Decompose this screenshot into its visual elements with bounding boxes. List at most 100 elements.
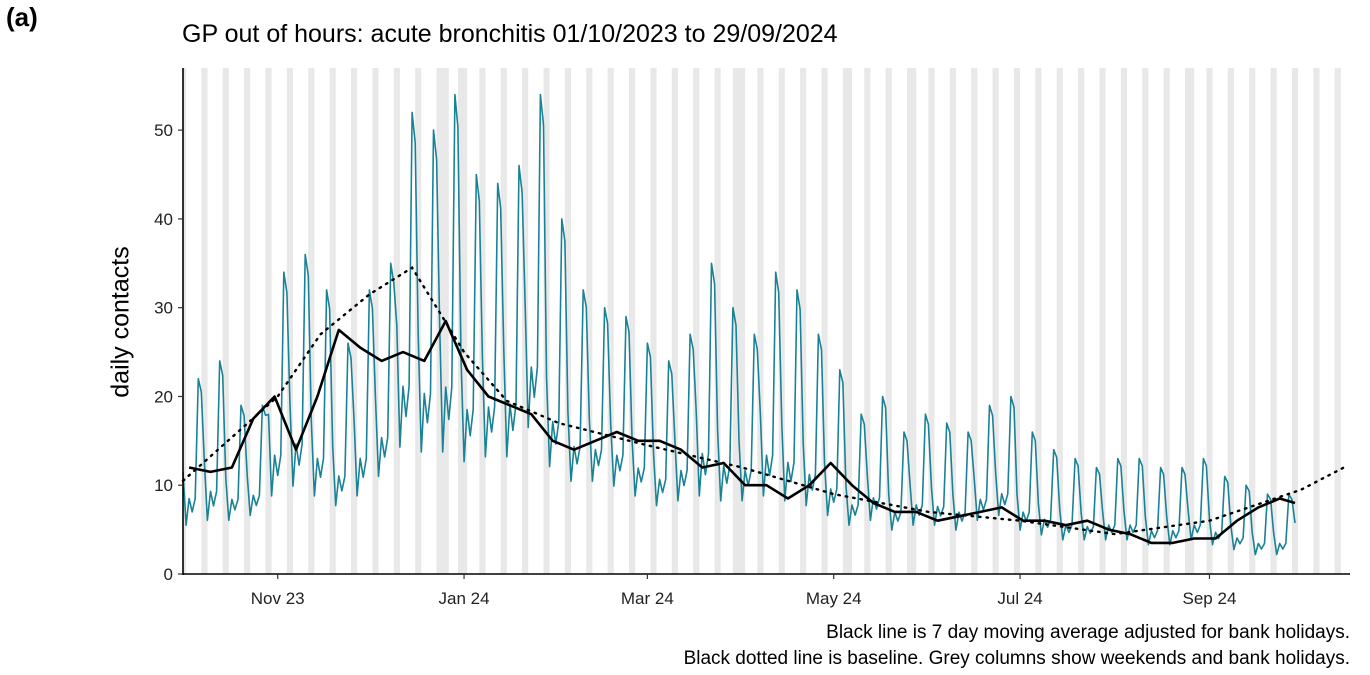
weekend-column (1166, 68, 1170, 574)
weekend-column (461, 68, 465, 574)
weekend-column (1102, 68, 1106, 574)
weekend-column (1013, 68, 1018, 574)
weekend-column (800, 68, 804, 574)
weekend-column (375, 68, 379, 574)
chart-title: GP out of hours: acute bronchitis 01/10/… (182, 20, 838, 48)
weekend-column (885, 68, 889, 574)
weekend-column (445, 68, 449, 574)
x-tick-label: Sep 24 (1183, 589, 1237, 608)
weekend-column (913, 68, 917, 574)
weekend-column (222, 68, 226, 574)
weekend-column (439, 68, 443, 574)
panel-label: (a) (6, 2, 38, 32)
weekend-column (760, 68, 764, 574)
x-tick-label: Jul 24 (997, 589, 1042, 608)
moving-average-line (188, 319, 1296, 545)
daily-series (182, 93, 1296, 556)
weekend-column (1230, 68, 1234, 574)
weekend-column (1120, 68, 1124, 574)
axes: 0 10 20 30 40 50 Nov 23 Jan 24 Mar 24 May 24 Jul 2… (154, 68, 1350, 608)
weekend-column (867, 68, 871, 574)
x-tick-label: May 24 (806, 589, 862, 608)
weekend-column (848, 68, 853, 574)
weekend-column (436, 68, 440, 574)
weekend-column (803, 68, 807, 574)
weekend-column (543, 68, 547, 574)
weekend-column (1035, 68, 1039, 574)
y-tick-label: 0 (164, 565, 173, 584)
weekend-column (457, 68, 462, 574)
weekend-column (781, 68, 785, 574)
weekend-column (183, 68, 187, 574)
weekend-column (1123, 68, 1127, 574)
x-tick-label: Jan 24 (439, 589, 490, 608)
weekend-column (546, 68, 550, 574)
weekend-column (650, 68, 654, 574)
weekend-column (1313, 68, 1317, 574)
weekend-column (503, 68, 507, 574)
caption-baseline: Black dotted line is baseline. Grey colu… (683, 648, 1350, 669)
weekend-column (1191, 68, 1195, 574)
weekend-column (265, 68, 269, 574)
daily-contacts-line (182, 93, 1296, 556)
weekend-column (1252, 68, 1256, 574)
weekend-column (693, 68, 697, 574)
weekend-column (482, 68, 486, 574)
weekend-column (671, 68, 675, 574)
weekend-column (1078, 68, 1082, 574)
weekend-column (479, 68, 483, 574)
weekend-column (778, 68, 782, 574)
weekend-column (845, 68, 849, 574)
weekend-column (1163, 68, 1167, 574)
weekend-column (632, 68, 636, 574)
weekend-column (464, 68, 468, 574)
weekend-column (268, 68, 272, 574)
weekend-column (610, 68, 614, 574)
weekend-column (1270, 68, 1274, 574)
weekend-column (354, 68, 358, 574)
weekend-column (372, 68, 376, 574)
weekend-column (244, 68, 248, 574)
weekend-column (1145, 68, 1149, 574)
weekend-column (1081, 68, 1085, 574)
weekend-column (567, 68, 571, 574)
weekend-column (653, 68, 657, 574)
weekend-column (739, 68, 743, 574)
weekend-column (821, 68, 825, 574)
weekend-column (674, 68, 678, 574)
weekend-column (1273, 68, 1277, 574)
weekend-column (1227, 68, 1231, 574)
weekend-column (393, 68, 397, 574)
weekend-column (1017, 68, 1021, 574)
weekend-column (1334, 68, 1338, 574)
weekend-column (629, 68, 633, 574)
weekend-column (329, 68, 333, 574)
weekend-column (204, 68, 208, 574)
y-tick-label: 10 (154, 476, 173, 495)
weekend-column (396, 68, 400, 574)
chart-plot: 0 10 20 30 40 50 Nov 23 Jan 24 Mar 24 May 24 Jul 2… (154, 68, 1350, 608)
weekend-column (974, 68, 978, 574)
weekend-column (351, 68, 355, 574)
weekend-column (1295, 68, 1299, 574)
weekend-column (910, 68, 914, 574)
weekend-column (907, 68, 911, 574)
weekend-column (1209, 68, 1213, 574)
weekend-column (1316, 68, 1320, 574)
weekend-column (418, 68, 422, 574)
weekend-column (1206, 68, 1210, 574)
weekend-column (717, 68, 721, 574)
x-tick-label: Nov 23 (251, 589, 305, 608)
weekend-column (1188, 68, 1192, 574)
weekend-column (757, 68, 761, 574)
weekend-column (1038, 68, 1042, 574)
weekend-column (225, 68, 229, 574)
weekend-column (586, 68, 590, 574)
weekend-column (589, 68, 593, 574)
weekend-column (201, 68, 205, 574)
weekend-column (971, 68, 975, 574)
weekend-column (442, 68, 446, 574)
weekend-column (522, 68, 526, 574)
weekend-column (888, 68, 892, 574)
weekend-column (1059, 68, 1063, 574)
